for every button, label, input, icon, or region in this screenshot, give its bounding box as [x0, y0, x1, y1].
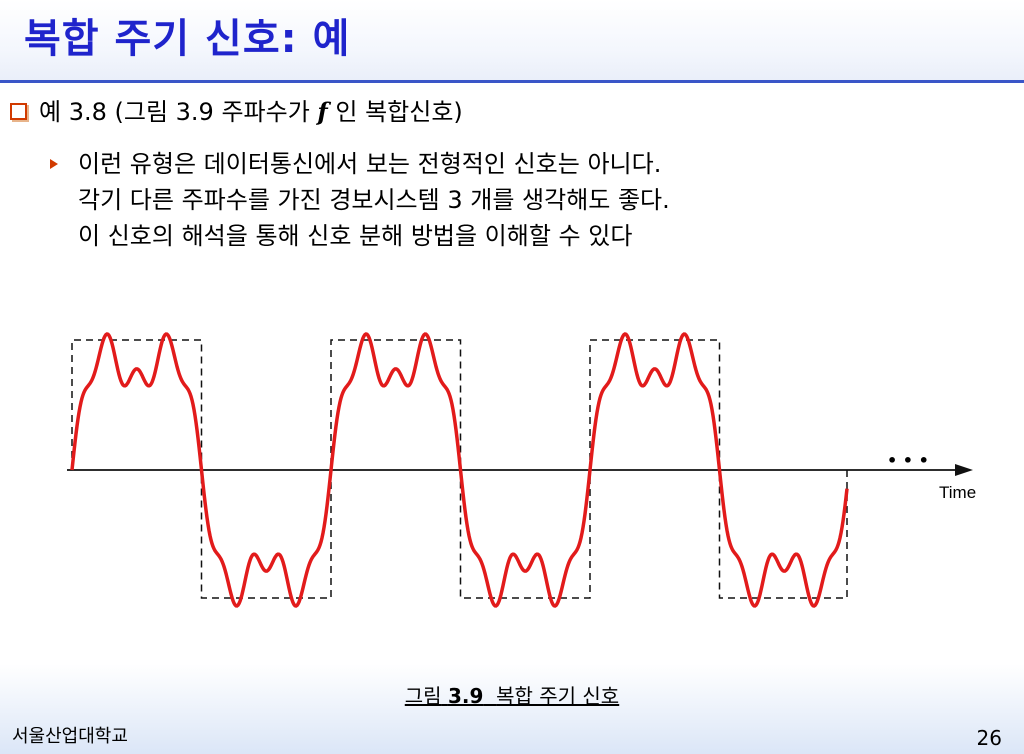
bullet1-suffix: 인 복합신호) [335, 98, 463, 126]
bullet-level2: 이런 유형은 데이터통신에서 보는 전형적인 신호는 아니다. 각기 다른 주파… [78, 146, 670, 254]
title-bar: 복합 주기 신호: 예 [0, 0, 1024, 82]
triangle-bullet-icon [50, 159, 58, 169]
square-wave-path [71, 339, 848, 599]
figure-caption: 그림 3.9 복합 주기 신호 [0, 680, 1024, 709]
bullet-level1: 예 3.8 (그림 3.9 주파수가 f 인 복합신호) [10, 92, 463, 127]
continuation-ellipsis: • • • [887, 451, 929, 470]
bullet1-prefix: 예 3.8 (그림 3.9 주파수가 [39, 98, 310, 126]
page-title: 복합 주기 신호: 예 [24, 16, 351, 62]
page-number: 26 [976, 726, 1002, 750]
time-axis-arrow-icon [955, 464, 973, 476]
checkbox-bullet-icon [10, 102, 27, 120]
caption-number: 3.9 [447, 684, 484, 708]
title-divider [0, 80, 1024, 83]
square-wave-guide [71, 339, 848, 599]
bullet2-line: 각기 다른 주파수를 가진 경보시스템 3 개를 생각해도 좋다. [78, 186, 670, 214]
composite-signal-figure: Time • • • [55, 300, 995, 634]
time-axis-label: Time [939, 483, 976, 502]
composite-signal-plot: Time • • • [67, 332, 976, 608]
bullet1-frequency-symbol: f [317, 97, 328, 126]
composite-signal-curve [70, 332, 849, 608]
caption-text: 복합 주기 신호 [496, 684, 620, 708]
caption-prefix: 그림 [404, 684, 442, 708]
footer-institution: 서울산업대학교 [12, 726, 128, 747]
bullet2-line: 이런 유형은 데이터통신에서 보는 전형적인 신호는 아니다. [78, 150, 662, 178]
bottom-gradient [0, 664, 1024, 754]
bullet2-line: 이 신호의 해석을 통해 신호 분해 방법을 이해할 수 있다 [78, 222, 633, 250]
